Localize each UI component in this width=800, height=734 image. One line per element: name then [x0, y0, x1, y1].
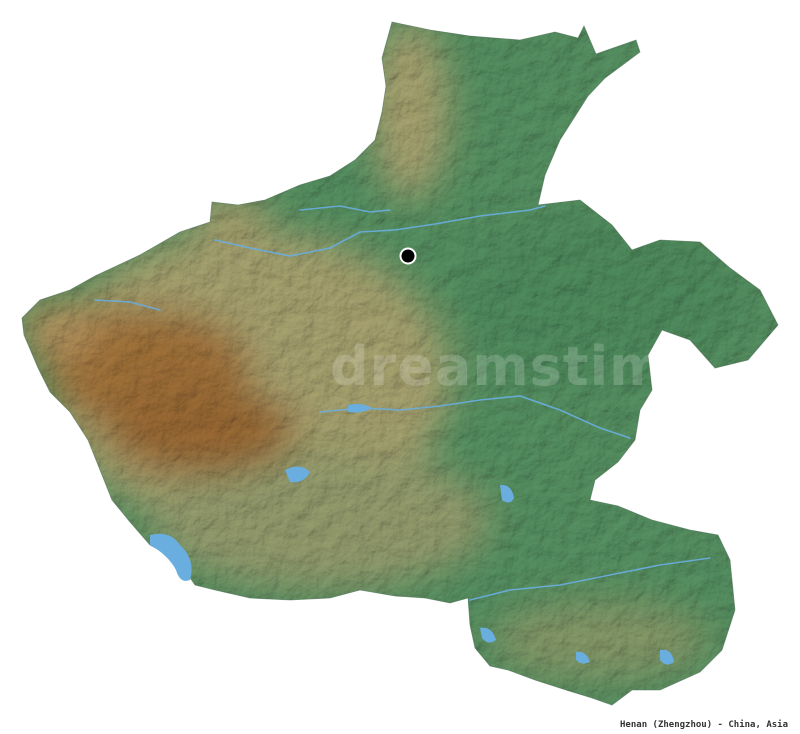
southern-river — [469, 557, 711, 601]
map-caption: Henan (Zhengzhou) - China, Asia — [620, 720, 788, 730]
yellow-river — [214, 205, 546, 257]
province-border — [21, 21, 779, 706]
lakes — [150, 404, 674, 665]
reservoir-south-1 — [480, 627, 496, 643]
reservoir-central — [500, 484, 514, 503]
watermark: dreamstime — [330, 335, 704, 398]
capital-marker — [399, 247, 417, 265]
western-river — [94, 299, 161, 311]
reservoir-mid — [348, 404, 372, 413]
huai-river — [319, 395, 631, 439]
yellow-river-north-branch — [299, 205, 391, 213]
reservoir-south-3 — [660, 649, 674, 665]
reservoir-danjiangkou — [150, 533, 192, 581]
capital-dot — [401, 249, 415, 263]
reservoir-west — [285, 466, 310, 483]
reservoir-south-2 — [576, 651, 590, 664]
rivers — [94, 205, 711, 601]
